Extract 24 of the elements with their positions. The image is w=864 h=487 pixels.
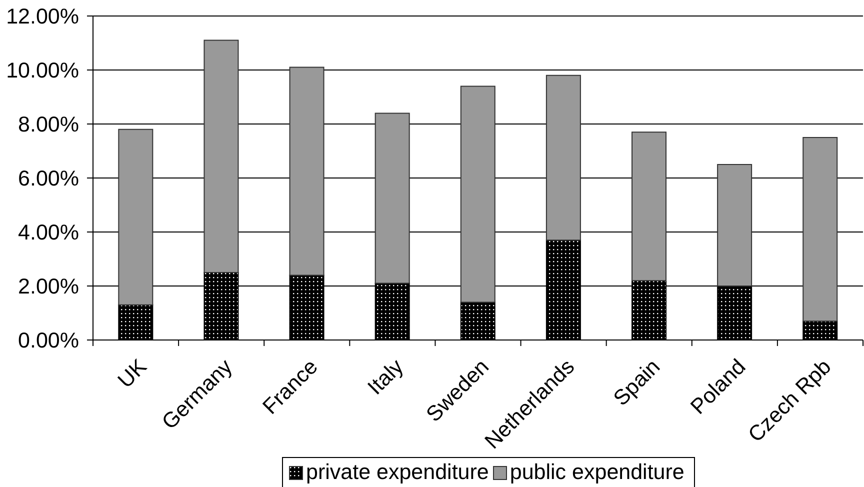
x-tick-label: Italy — [363, 354, 408, 400]
bar — [374, 112, 410, 284]
bar — [118, 128, 154, 306]
y-tick-label: 12.00% — [6, 4, 79, 29]
legend-label: private expenditure — [306, 460, 489, 485]
y-tick-label: 4.00% — [18, 220, 79, 245]
y-tick-label: 10.00% — [6, 58, 79, 83]
x-tick-label: UK — [113, 354, 152, 393]
bar — [289, 66, 324, 276]
legend-label: public expenditure — [510, 460, 684, 485]
bar — [632, 132, 666, 282]
bar — [546, 74, 581, 241]
bar — [717, 286, 752, 340]
bar — [802, 320, 838, 340]
y-tick-label: 0.00% — [18, 328, 79, 353]
bar — [802, 137, 838, 322]
bar — [460, 86, 496, 303]
bar — [717, 164, 752, 286]
y-tick-label: 6.00% — [18, 166, 79, 191]
bar — [204, 40, 239, 273]
bar — [118, 304, 154, 340]
y-tick-label: 2.00% — [18, 274, 79, 299]
bar — [460, 302, 496, 340]
y-tick-label: 8.00% — [18, 112, 79, 137]
